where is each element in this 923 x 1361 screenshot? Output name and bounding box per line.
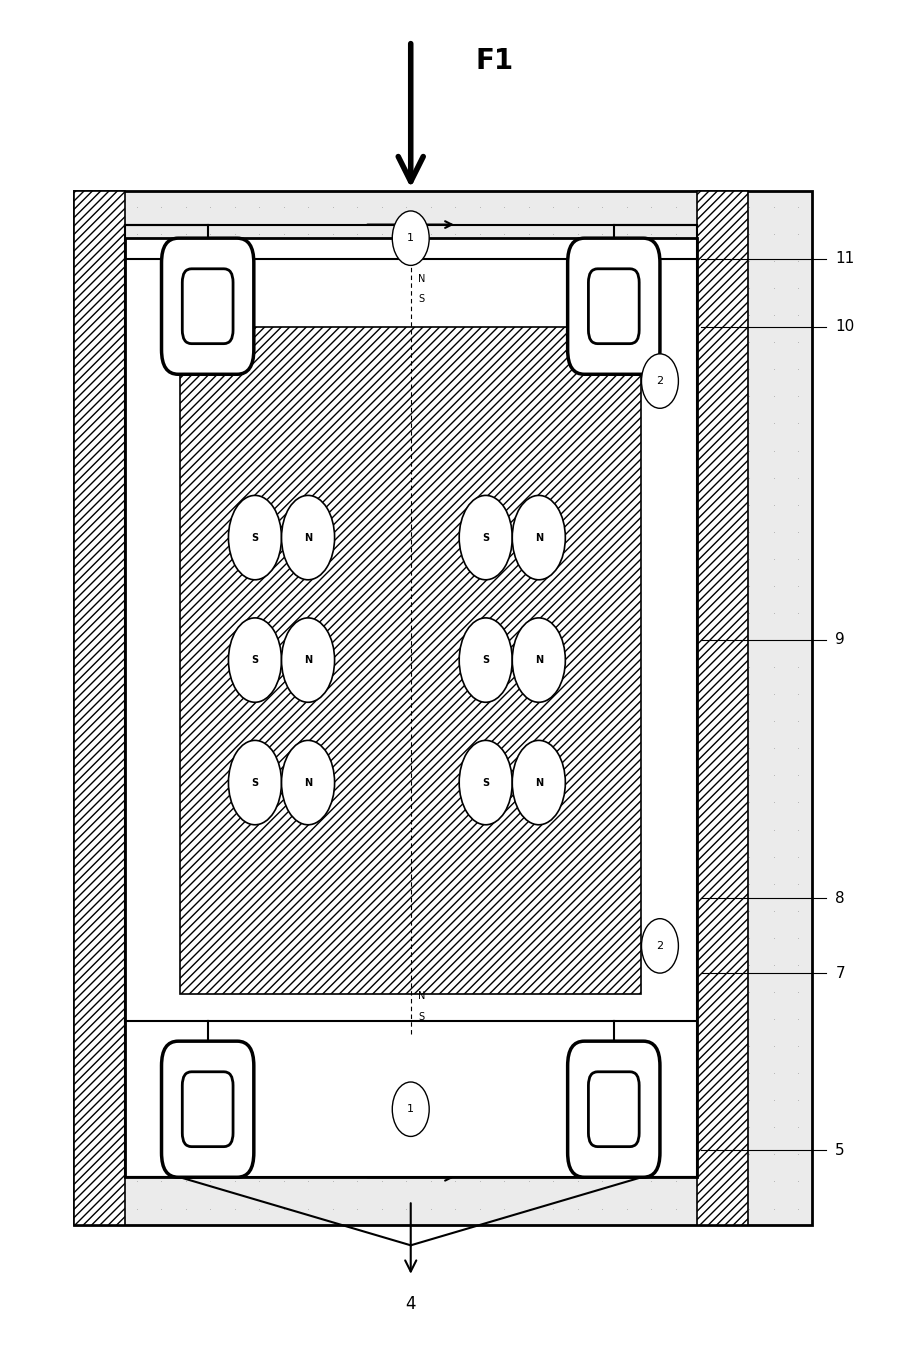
Text: N: N [534,655,543,666]
Ellipse shape [228,740,282,825]
FancyBboxPatch shape [162,238,254,374]
Text: 2: 2 [656,940,664,951]
Text: 9: 9 [835,632,845,648]
Text: 1: 1 [407,1104,414,1115]
Ellipse shape [228,495,282,580]
Ellipse shape [282,740,334,825]
Ellipse shape [459,495,512,580]
Text: N: N [304,532,312,543]
Ellipse shape [512,618,565,702]
FancyBboxPatch shape [183,1072,233,1146]
Text: 4: 4 [405,1294,416,1313]
FancyBboxPatch shape [568,238,660,374]
Text: N: N [534,777,543,788]
Ellipse shape [512,740,565,825]
Bar [180,327,641,994]
Bar [125,238,697,1177]
Ellipse shape [459,618,512,702]
Ellipse shape [512,495,565,580]
Text: 5: 5 [835,1142,845,1158]
Text: 2: 2 [656,376,664,387]
Text: 7: 7 [835,965,845,981]
Ellipse shape [459,740,512,825]
Bar [697,191,748,1225]
Ellipse shape [282,495,334,580]
Text: S: S [482,532,489,543]
Circle shape [641,919,678,973]
Text: N: N [304,655,312,666]
Text: 10: 10 [835,318,855,335]
Text: 11: 11 [835,250,855,267]
Text: S: S [251,532,258,543]
Text: S: S [418,294,425,305]
Ellipse shape [282,618,334,702]
Circle shape [392,1082,429,1136]
FancyBboxPatch shape [183,269,233,343]
Text: N: N [304,777,312,788]
Text: N: N [418,274,426,284]
Text: N: N [418,991,426,1002]
FancyBboxPatch shape [589,1072,640,1146]
Text: S: S [251,777,258,788]
FancyBboxPatch shape [568,1041,660,1177]
Bar [74,191,812,1225]
Ellipse shape [228,618,282,702]
Bar [74,191,125,1225]
Circle shape [392,211,429,265]
Circle shape [641,354,678,408]
Text: 8: 8 [835,890,845,906]
Text: F1: F1 [475,48,513,75]
Text: N: N [534,532,543,543]
FancyBboxPatch shape [589,269,640,343]
Text: S: S [418,1011,425,1022]
Text: 1: 1 [407,233,414,244]
FancyBboxPatch shape [162,1041,254,1177]
Text: S: S [482,655,489,666]
Text: S: S [482,777,489,788]
Text: S: S [251,655,258,666]
